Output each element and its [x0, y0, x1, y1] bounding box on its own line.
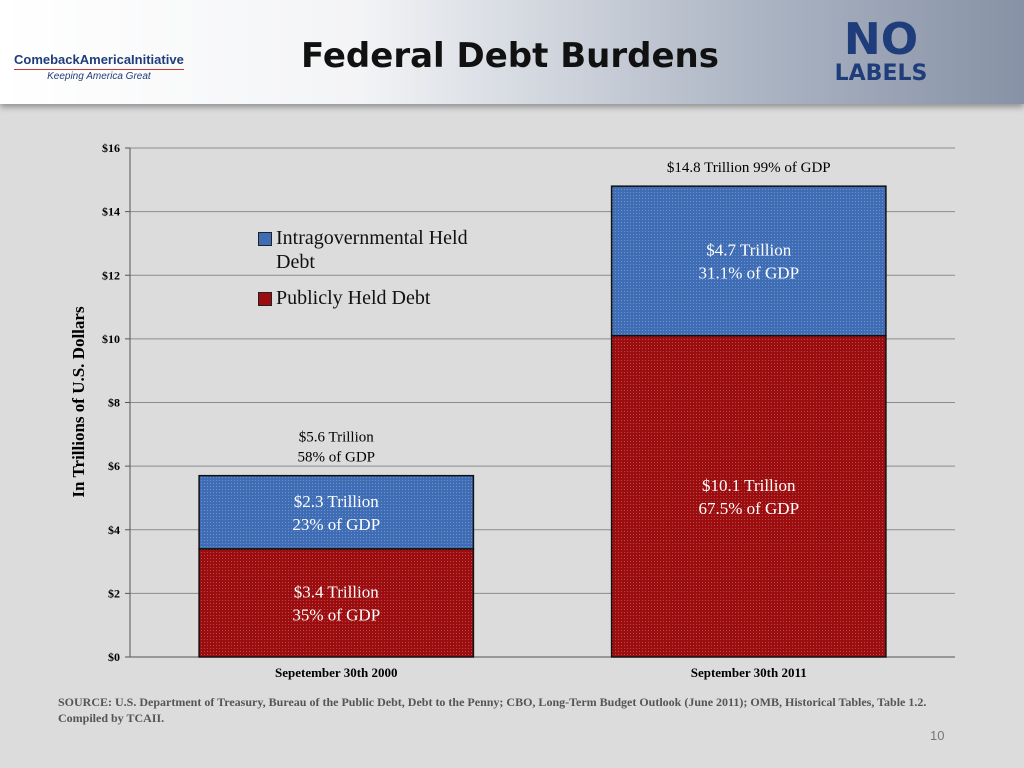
source-note: SOURCE: U.S. Department of Treasury, Bur…: [58, 695, 927, 725]
page-number: 10: [930, 728, 945, 743]
y-tick-label: $10: [102, 332, 120, 346]
y-tick-label: $4: [108, 523, 120, 537]
legend-item: Publicly Held Debt: [258, 286, 518, 310]
total-label: 58% of GDP: [298, 450, 376, 466]
legend-item: Intragovernmental Held Debt: [258, 226, 518, 274]
value-label: $4.7 Trillion: [706, 240, 792, 259]
bar-segment: [198, 548, 475, 658]
logo-labels: LABELS: [834, 61, 928, 86]
value-label: $2.3 Trillion: [294, 492, 380, 511]
logo-left: ComebackAmericaInitiative Keeping Americ…: [14, 52, 184, 82]
logo-name: ComebackAmericaInitiative: [14, 52, 184, 67]
y-axis-label: In Trillions of U.S. Dollars: [69, 306, 88, 498]
x-tick-label: September 30th 2011: [691, 665, 807, 680]
value-label: $10.1 Trillion: [702, 476, 796, 495]
legend: Intragovernmental Held Debt Publicly Held…: [258, 226, 518, 322]
chart: In Trillions of U.S. Dollars $0 $2 $4 $6 $8 $…: [69, 141, 955, 680]
legend-swatch: [258, 232, 272, 246]
value-label: $3.4 Trillion: [294, 582, 380, 601]
value-label: 31.1% of GDP: [698, 263, 799, 282]
y-tick-label: $6: [108, 459, 120, 473]
legend-label: Publicly Held Debt: [276, 287, 431, 309]
total-label: $5.6 Trillion: [299, 430, 375, 446]
x-tick-label: Sepetember 30th 2000: [275, 665, 398, 680]
value-label: 67.5% of GDP: [698, 499, 799, 518]
header: ComebackAmericaInitiative Keeping Americ…: [0, 0, 1024, 104]
bar-segment: [610, 334, 887, 658]
legend-label: Intragovernmental Held Debt: [276, 227, 468, 273]
y-tick-label: $8: [108, 396, 120, 410]
y-tick-label: $14: [102, 205, 120, 219]
legend-swatch: [258, 292, 272, 306]
logo-no: NO: [843, 14, 919, 65]
y-tick-label: $2: [108, 586, 120, 600]
bar-segment: [610, 185, 887, 337]
bar-segment: [198, 474, 475, 550]
y-tick-label: $12: [102, 268, 120, 282]
logo-right: NO LABELS: [826, 18, 936, 86]
y-tick-label: $0: [108, 650, 120, 664]
value-label: 35% of GDP: [292, 605, 380, 624]
chart-title: Federal Debt Burdens: [301, 36, 719, 76]
value-label: 23% of GDP: [292, 515, 380, 534]
total-label: $14.8 Trillion 99% of GDP: [667, 160, 831, 176]
logo-tagline: Keeping America Great: [14, 69, 184, 82]
y-tick-label: $16: [102, 141, 120, 155]
